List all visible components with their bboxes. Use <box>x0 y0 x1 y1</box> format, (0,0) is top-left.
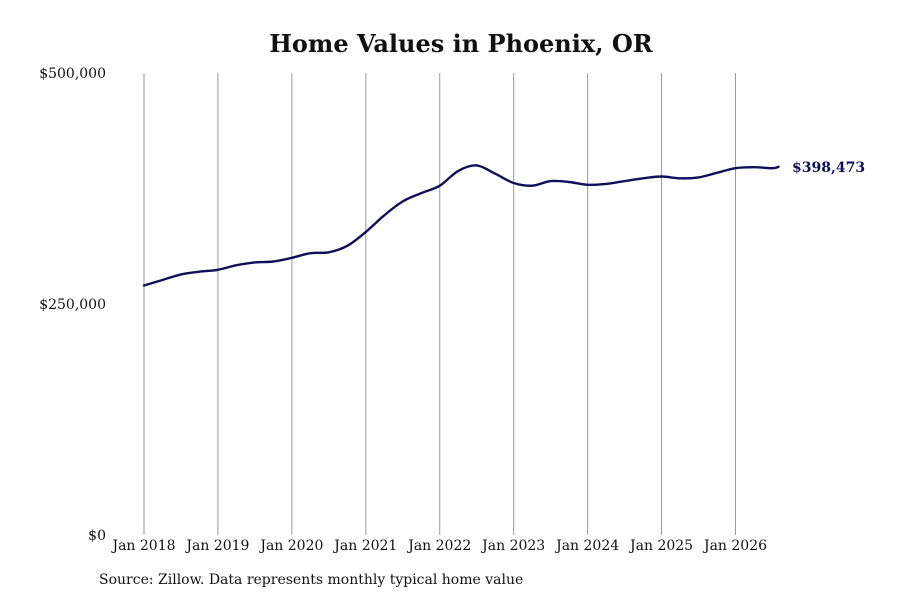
data-point <box>698 177 700 179</box>
data-point <box>162 279 164 281</box>
x-axis-ticks: Jan 2018 Jan 2019 Jan 2020 Jan 2021 Jan 2022… <box>110 538 767 554</box>
data-point <box>772 167 774 169</box>
data-point <box>254 262 256 264</box>
data-point <box>716 172 718 174</box>
data-point <box>310 252 312 254</box>
data-point <box>199 271 201 273</box>
x-tick-label: Jan 2023 <box>480 538 545 554</box>
data-point <box>143 285 145 287</box>
data-point <box>735 167 737 169</box>
gridlines <box>143 73 736 535</box>
data-point <box>384 215 386 217</box>
data-point <box>494 173 496 175</box>
data-point <box>328 252 330 254</box>
y-axis-ticks: $0 $250,000 $500,000 <box>39 66 106 544</box>
x-tick-label: Jan 2022 <box>406 538 471 554</box>
x-tick-label: Jan 2026 <box>702 538 767 554</box>
x-tick-label: Jan 2019 <box>184 538 249 554</box>
source-note: Source: Zillow. Data represents monthly … <box>99 572 524 588</box>
data-point <box>402 201 404 203</box>
data-point <box>421 192 423 194</box>
end-value-label: $398,473 <box>792 160 865 176</box>
data-point <box>457 170 459 172</box>
data-point <box>605 183 607 185</box>
chart-title: Home Values in Phoenix, OR <box>269 29 654 58</box>
data-point <box>642 178 644 180</box>
data-point <box>753 166 755 168</box>
data-point <box>365 231 367 233</box>
data-point <box>531 185 533 187</box>
data-point <box>217 269 219 271</box>
data-point <box>439 185 441 187</box>
data-point <box>624 180 626 182</box>
data-point <box>587 184 589 186</box>
y-tick-label: $250,000 <box>39 297 106 313</box>
data-point <box>568 181 570 183</box>
data-point <box>347 245 349 247</box>
data-point <box>273 261 275 263</box>
data-point <box>180 274 182 276</box>
x-tick-label: Jan 2024 <box>554 538 619 554</box>
x-tick-label: Jan 2021 <box>332 538 397 554</box>
data-point <box>778 166 780 168</box>
series-layer: $398,473 <box>142 160 865 287</box>
data-point <box>476 165 478 167</box>
data-point <box>513 182 515 184</box>
data-point <box>550 180 552 182</box>
data-point <box>679 178 681 180</box>
x-tick-label: Jan 2025 <box>628 538 693 554</box>
series-line <box>142 164 780 287</box>
x-tick-label: Jan 2020 <box>258 538 323 554</box>
data-point <box>291 257 293 259</box>
x-tick-label: Jan 2018 <box>110 538 175 554</box>
data-point <box>236 264 238 266</box>
data-point <box>661 176 663 178</box>
y-tick-label: $500,000 <box>39 66 106 82</box>
y-tick-label: $0 <box>88 528 106 544</box>
